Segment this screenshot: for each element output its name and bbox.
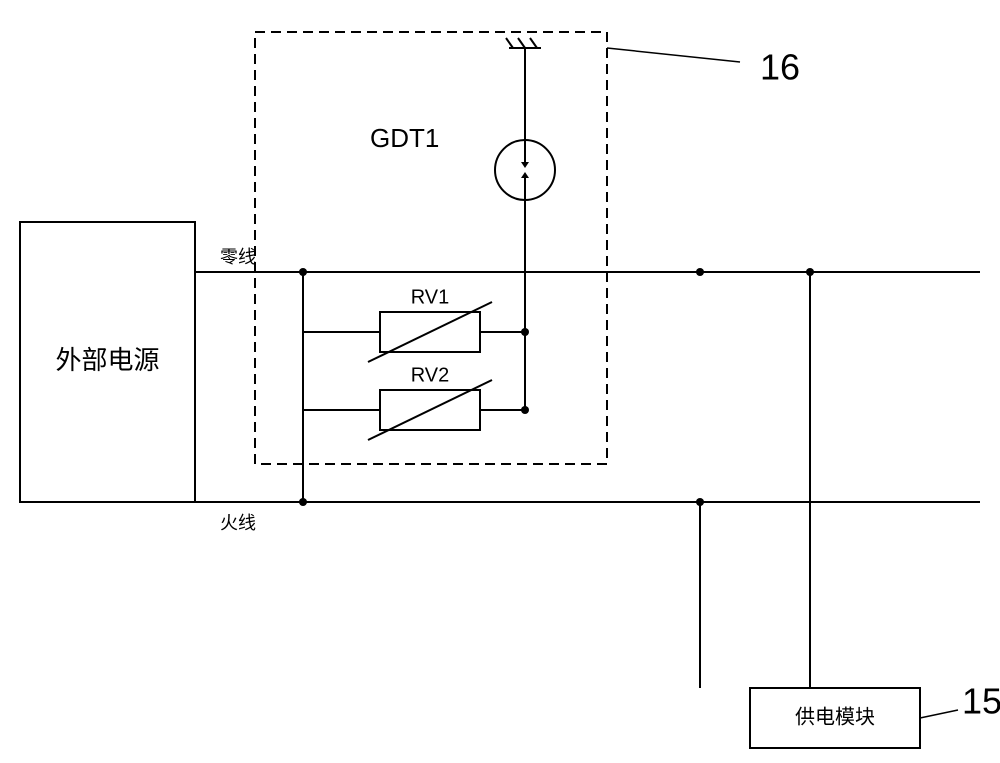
ref16-leader	[607, 48, 740, 62]
neutral-label: 零线	[220, 247, 256, 267]
rv1-varistor-label: RV1	[411, 286, 450, 308]
node-live	[299, 498, 307, 506]
node-rv-bottom	[521, 406, 529, 414]
rv2-varistor-label: RV2	[411, 364, 450, 386]
gdt1-label: GDT1	[370, 123, 439, 153]
live-label: 火线	[220, 513, 256, 533]
ref-16: 16	[760, 47, 800, 88]
external-power-label: 外部电源	[55, 345, 159, 375]
power-module-label: 供电模块	[795, 705, 875, 728]
node-neutral	[299, 268, 307, 276]
ref-15: 15	[962, 681, 1000, 722]
ref15-leader	[920, 710, 958, 718]
node-rv-top	[521, 328, 529, 336]
node-pm-neutral	[696, 268, 704, 276]
protection-block-16	[255, 32, 607, 464]
